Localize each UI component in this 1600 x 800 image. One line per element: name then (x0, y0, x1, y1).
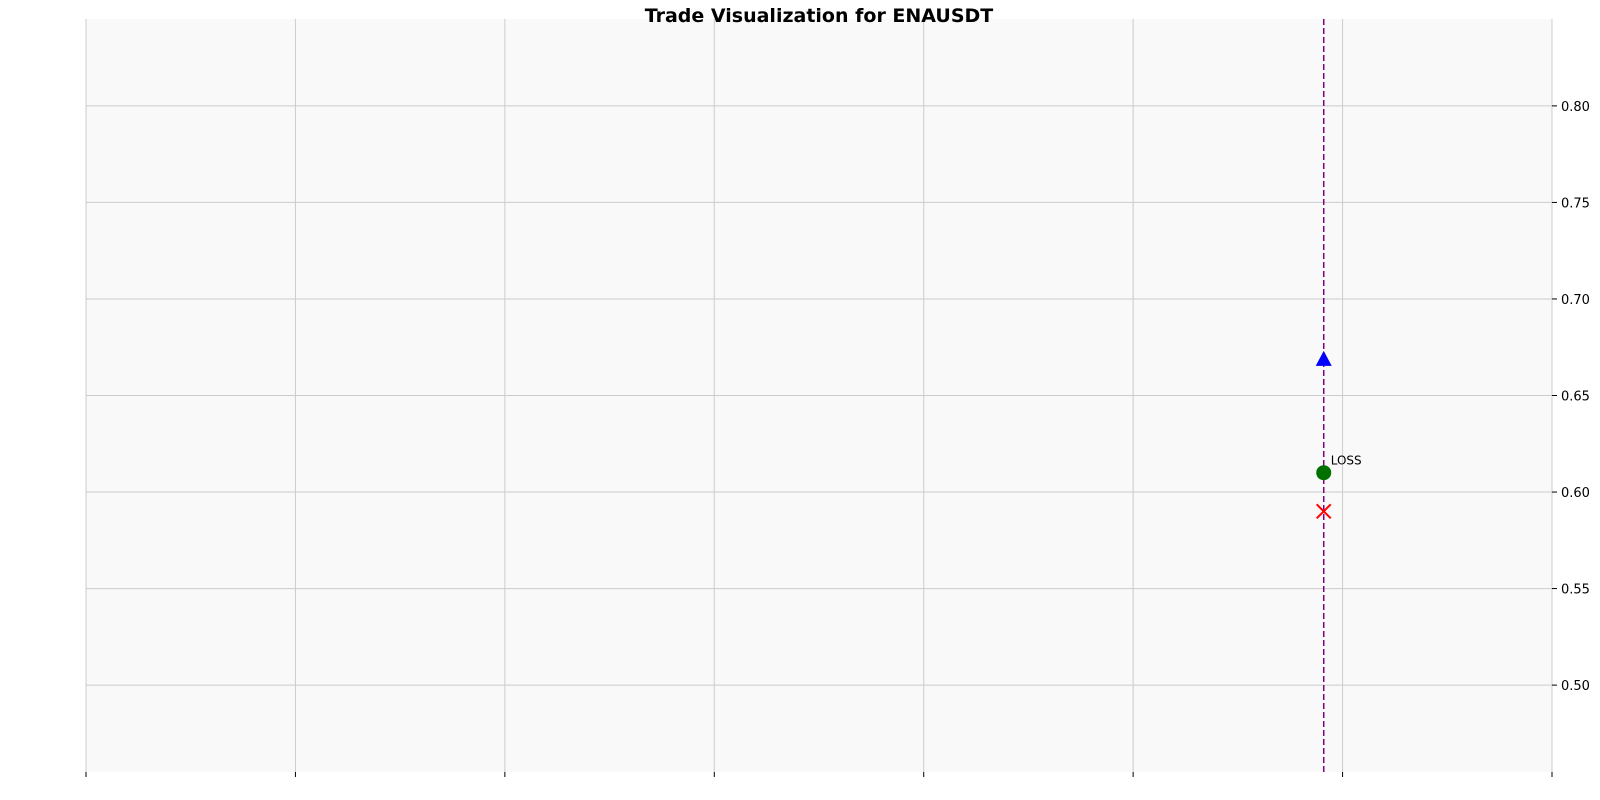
chart-title: Trade Visualization for ENAUSDT (645, 5, 994, 27)
trade-markers (1315, 350, 1332, 520)
x-axis-ticks (85, 772, 1553, 777)
y-tick-label: 0.70 (1561, 293, 1590, 308)
exit-marker-circle (1316, 465, 1332, 481)
y-tick-label: 0.65 (1561, 390, 1590, 405)
y-tick-label: 0.75 (1561, 196, 1590, 211)
y-gridlines (86, 105, 1552, 686)
y-tick-label: 0.50 (1561, 679, 1590, 694)
y-tick-label: 0.60 (1561, 486, 1590, 501)
stop-marker-x (1316, 503, 1332, 520)
y-tick-label: 0.55 (1561, 583, 1590, 598)
annotation-label: LOSS (1331, 454, 1362, 468)
annotations: LOSS (1331, 454, 1362, 468)
y-tick-label: 0.80 (1561, 100, 1590, 115)
y-axis-ticks: 0.50 0.55 0.60 0.65 0.70 0.75 0.80 (1552, 100, 1590, 694)
entry-marker-triangle (1315, 350, 1332, 366)
